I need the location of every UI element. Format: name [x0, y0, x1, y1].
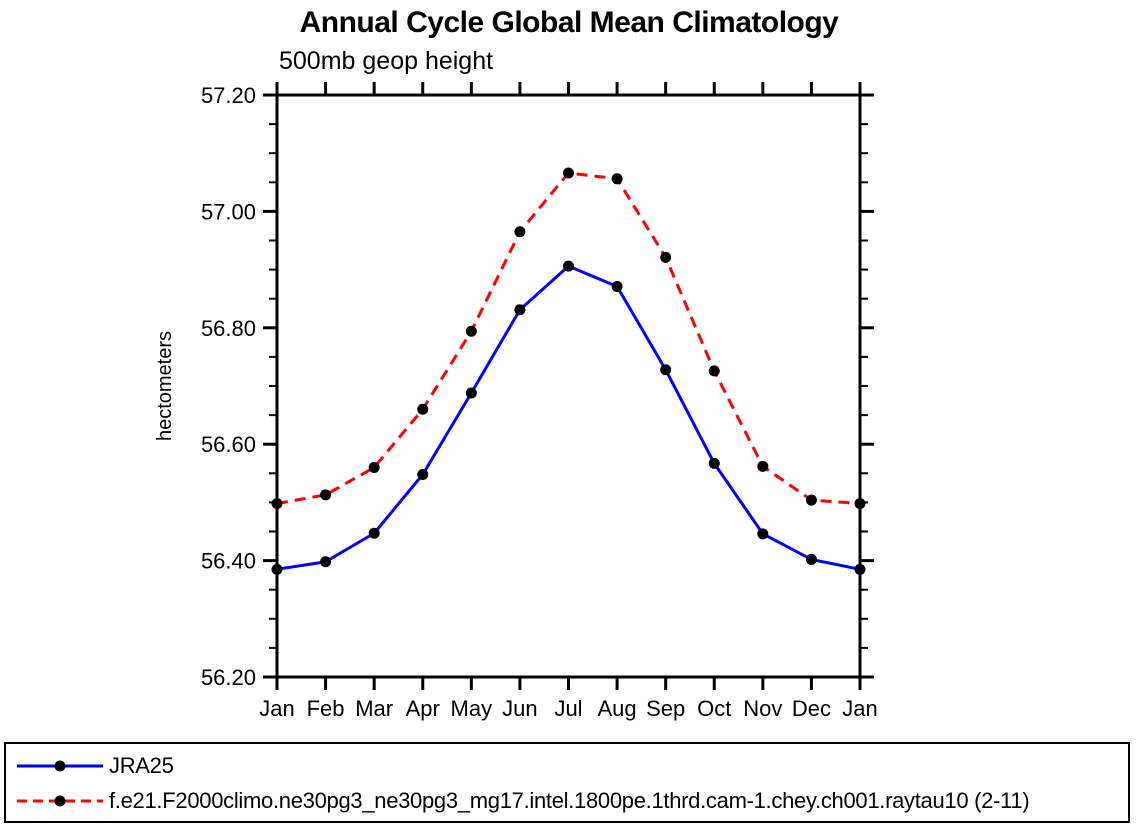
data-point-series-0: [563, 260, 574, 272]
legend-line-sample-solid-blue-icon: [17, 760, 103, 771]
data-point-series-1: [320, 489, 332, 501]
data-point-series-0: [854, 563, 866, 575]
data-point-series-0: [417, 468, 429, 480]
x-tick-label: Aug: [598, 696, 637, 721]
x-tick-label: Feb: [307, 696, 345, 721]
legend-label-model: f.e21.F2000climo.ne30pg3_ne30pg3_mg17.in…: [109, 787, 1030, 813]
x-tick-label: Jan: [842, 696, 877, 721]
chart-title: Annual Cycle Global Mean Climatology: [299, 6, 839, 39]
y-tick-label: 57.00: [201, 199, 256, 224]
x-tick-label: Mar: [355, 696, 393, 721]
data-point-series-0: [757, 528, 769, 540]
y-tick-label: 57.20: [201, 83, 256, 108]
data-point-series-1: [757, 460, 769, 472]
series-line-0: [276, 264, 861, 571]
data-point-series-0: [465, 387, 477, 399]
data-point-series-1: [660, 251, 672, 263]
data-point-series-0: [611, 280, 623, 292]
x-tick-label: May: [451, 696, 493, 721]
data-point-series-1: [805, 494, 817, 506]
data-point-series-1: [417, 403, 429, 415]
plot-frame: [275, 93, 862, 679]
x-tick-label: Apr: [406, 696, 440, 721]
data-point-series-1: [514, 226, 526, 238]
data-point-series-0: [805, 553, 817, 565]
y-tick-label: 56.80: [201, 316, 256, 341]
data-point-series-1: [465, 325, 477, 337]
x-tick-label: Nov: [743, 696, 782, 721]
data-point-series-0: [271, 563, 283, 575]
y-tick-label: 56.20: [201, 665, 256, 690]
data-point-series-1: [271, 498, 283, 510]
y-tick-label: 56.40: [201, 549, 256, 574]
legend-line-sample-dashed-red-icon: [17, 795, 103, 806]
legend-row-model: f.e21.F2000climo.ne30pg3_ne30pg3_mg17.in…: [6, 783, 1128, 818]
chart-subtitle: 500mb geop height: [279, 47, 494, 75]
data-point-series-1: [563, 167, 574, 179]
x-tick-label: Sep: [646, 696, 685, 721]
y-tick-label: 56.60: [201, 432, 256, 457]
data-point-series-0: [660, 364, 672, 376]
legend-row-jra25: JRA25: [6, 748, 1128, 783]
x-tick-label: Jun: [502, 696, 537, 721]
data-point-series-0: [708, 457, 720, 469]
x-tick-label: Jul: [554, 696, 582, 721]
data-point-series-0: [514, 304, 526, 316]
data-point-series-1: [368, 461, 380, 473]
data-point-series-0: [320, 556, 332, 568]
data-point-series-1: [708, 365, 720, 377]
data-point-series-1: [611, 173, 623, 185]
series-line-1: [276, 171, 861, 506]
chart-canvas: 56.20 56.40 56.60 56.80 57.00 57.20 Jan Feb Mar A…: [201, 82, 878, 721]
x-tick-label: Oct: [697, 696, 731, 721]
legend-label-jra25: JRA25: [109, 752, 174, 778]
data-point-series-0: [368, 527, 380, 539]
x-tick-label: Jan: [259, 696, 294, 721]
legend-box: JRA25 f.e21.F2000climo.ne30pg3_ne30pg3_m…: [4, 742, 1130, 823]
x-tick-label: Dec: [792, 696, 831, 721]
data-point-series-1: [854, 498, 866, 510]
